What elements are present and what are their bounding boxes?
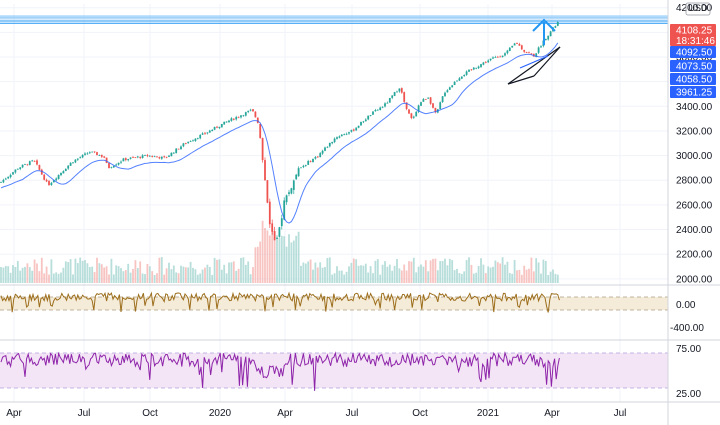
x-tick-label: Jul xyxy=(78,408,91,419)
oscillator-axis: 0.00 -400.00 75.00 25.00 xyxy=(670,300,704,400)
moving-average-line xyxy=(0,42,559,224)
y-tick-label: 2200.00 xyxy=(676,250,713,261)
y-tick-label: 2000.00 xyxy=(676,274,713,285)
horizontal-levels xyxy=(0,15,668,24)
price-grid xyxy=(0,4,668,402)
price-tag-label: 4108.25 xyxy=(676,26,713,37)
x-tick-label: Apr xyxy=(277,408,293,419)
price-candles xyxy=(0,21,559,241)
triangle-pattern-annotation[interactable] xyxy=(507,46,561,85)
volume-histogram xyxy=(0,220,559,283)
time-axis[interactable]: Apr Jul Oct 2020 Apr Jul Oct 2021 Apr Jul xyxy=(6,408,626,419)
up-arrow-annotation[interactable] xyxy=(532,18,556,45)
price-tag-label: 4092.50 xyxy=(676,48,713,59)
oscillator-pane-2 xyxy=(0,351,668,391)
y-tick-label: 2600.00 xyxy=(676,200,713,211)
x-tick-label: 2020 xyxy=(209,408,232,419)
osc2-tick-1: 25.00 xyxy=(676,389,701,400)
osc1-tick-0: 0.00 xyxy=(676,300,696,311)
price-tag-label: 4073.50 xyxy=(676,62,713,73)
osc2-tick-0: 75.00 xyxy=(676,344,701,355)
y-tick-label: 2400.00 xyxy=(676,225,713,236)
x-tick-label: Jul xyxy=(346,408,359,419)
oscillator-2-line xyxy=(0,351,560,391)
x-tick-label: Apr xyxy=(6,408,22,419)
y-tick-label: 3400.00 xyxy=(676,102,713,113)
y-tick-label: 2800.00 xyxy=(676,176,713,187)
y-tick-label: 4200.00 xyxy=(676,3,713,14)
oscillator-1-line xyxy=(0,291,560,313)
x-tick-label: 2021 xyxy=(477,408,500,419)
price-tag-label: 4058.50 xyxy=(676,75,713,86)
price-tag-countdown: 18:31:46 xyxy=(676,36,715,47)
x-tick-label: Oct xyxy=(412,408,428,419)
price-tag-label: 3961.25 xyxy=(676,88,713,99)
y-tick-label: 3200.00 xyxy=(676,126,713,137)
x-tick-label: Oct xyxy=(142,408,158,419)
osc1-tick-1: -400.00 xyxy=(670,323,704,334)
oscillator-pane-1 xyxy=(0,291,668,313)
y-tick-label: 3000.00 xyxy=(676,151,713,162)
x-tick-label: Jul xyxy=(614,408,627,419)
currency-label: USD xyxy=(688,3,708,13)
x-tick-label: Apr xyxy=(544,408,560,419)
